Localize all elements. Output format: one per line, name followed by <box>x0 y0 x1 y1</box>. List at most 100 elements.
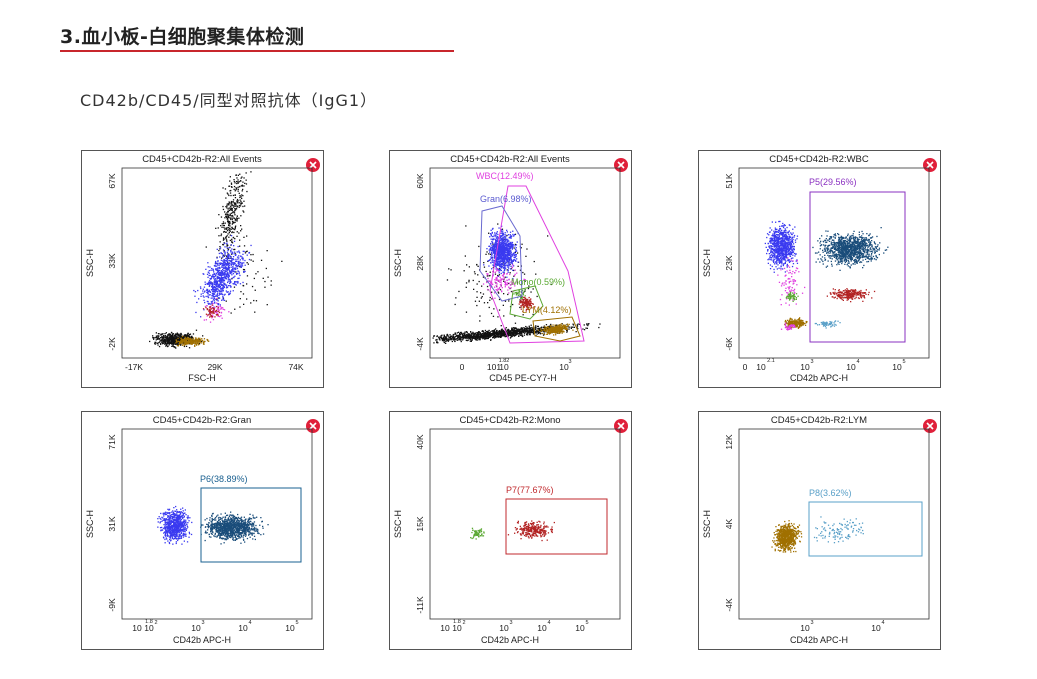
scatter-point <box>246 298 248 300</box>
scatter-point <box>207 296 210 299</box>
scatter-point <box>504 252 506 254</box>
scatter-point <box>514 234 516 236</box>
scatter-point <box>433 335 435 337</box>
scatter-point <box>215 311 217 313</box>
gate-gran[interactable] <box>479 205 523 302</box>
scatter-point <box>539 329 541 331</box>
scatter-point <box>229 255 231 257</box>
scatter-point <box>496 254 498 256</box>
scatter-point <box>189 341 191 344</box>
scatter-point <box>158 341 161 343</box>
scatter-point <box>502 251 504 254</box>
scatter-point <box>491 250 494 252</box>
scatter-point <box>217 304 219 306</box>
scatter-point <box>518 330 520 332</box>
scatter-point <box>211 295 213 297</box>
close-icon[interactable] <box>923 158 937 172</box>
scatter-point <box>169 334 171 336</box>
scatter-point <box>232 199 235 201</box>
scatter-point <box>500 332 502 334</box>
scatter-point <box>230 218 232 221</box>
scatter-point <box>493 234 495 236</box>
scatter-point <box>784 261 786 264</box>
gate-wbc[interactable] <box>489 185 585 344</box>
scatter-point <box>468 281 470 283</box>
scatter-point <box>501 248 503 251</box>
scatter-point <box>179 343 181 345</box>
scatter-point <box>502 263 504 265</box>
scatter-point <box>217 305 219 308</box>
scatter-point <box>445 336 448 338</box>
scatter-point <box>234 190 236 192</box>
scatter-point <box>212 312 214 314</box>
close-icon[interactable] <box>306 158 320 172</box>
scatter-point <box>230 200 233 203</box>
gate-mono[interactable] <box>509 285 544 320</box>
scatter-point <box>233 212 236 214</box>
scatter-point <box>170 336 172 338</box>
scatter-point <box>459 334 461 336</box>
scatter-point <box>513 330 515 332</box>
gate-label-wbc: WBC(12.49%) <box>476 171 534 181</box>
scatter-point <box>228 257 230 259</box>
scatter-point <box>218 214 220 216</box>
scatter-point <box>195 339 197 341</box>
scatter-point <box>208 294 210 296</box>
scatter-point <box>226 192 228 194</box>
scatter-point <box>160 342 162 345</box>
scatter-point <box>508 254 510 256</box>
scatter-point <box>518 303 520 305</box>
scatter-point <box>199 341 201 343</box>
gate-lym[interactable] <box>532 316 581 342</box>
scatter-point <box>227 247 229 250</box>
scatter-point <box>498 258 500 260</box>
scatter-point <box>507 265 509 267</box>
scatter-point <box>497 288 499 290</box>
scatter-point <box>207 300 209 303</box>
scatter-point <box>493 245 496 247</box>
scatter-point <box>230 251 232 253</box>
scatter-point <box>172 341 174 343</box>
scatter-point <box>213 308 215 310</box>
scatter-point <box>167 337 169 339</box>
scatter-point <box>538 327 540 329</box>
scatter-point <box>218 276 221 279</box>
scatter-point <box>493 333 495 336</box>
scatter-point <box>504 269 506 271</box>
scatter-point <box>216 314 218 316</box>
scatter-point <box>786 266 788 268</box>
scatter-point <box>214 287 216 289</box>
scatter-point <box>450 335 452 337</box>
scatter-point <box>226 255 228 257</box>
scatter-point <box>205 319 207 321</box>
scatter-point <box>492 270 494 273</box>
scatter-point <box>175 342 177 344</box>
scatter-point <box>171 338 173 340</box>
scatter-point <box>238 262 240 264</box>
scatter-point <box>475 335 477 337</box>
scatter-point <box>237 188 239 190</box>
scatter-point <box>210 308 212 310</box>
scatter-point <box>495 282 498 284</box>
scatter-point <box>233 211 235 213</box>
scatter-point <box>222 308 224 310</box>
scatter-point <box>502 278 504 280</box>
scatter-point <box>234 228 236 231</box>
close-icon[interactable] <box>614 158 628 172</box>
scatter-point <box>253 299 255 302</box>
scatter-point <box>546 326 549 328</box>
scatter-point <box>179 344 182 346</box>
scatter-point <box>557 326 559 328</box>
scatter-point <box>222 266 224 269</box>
scatter-point <box>175 336 177 338</box>
scatter-point <box>225 237 227 240</box>
scatter-point <box>498 268 501 270</box>
scatter-point <box>449 335 452 338</box>
scatter-point <box>229 270 231 272</box>
scatter-point <box>177 344 179 346</box>
scatter-point <box>227 220 229 223</box>
scatter-point <box>227 254 229 256</box>
scatter-point <box>448 338 450 341</box>
scatter-point <box>501 235 503 237</box>
scatter-point <box>489 280 491 282</box>
